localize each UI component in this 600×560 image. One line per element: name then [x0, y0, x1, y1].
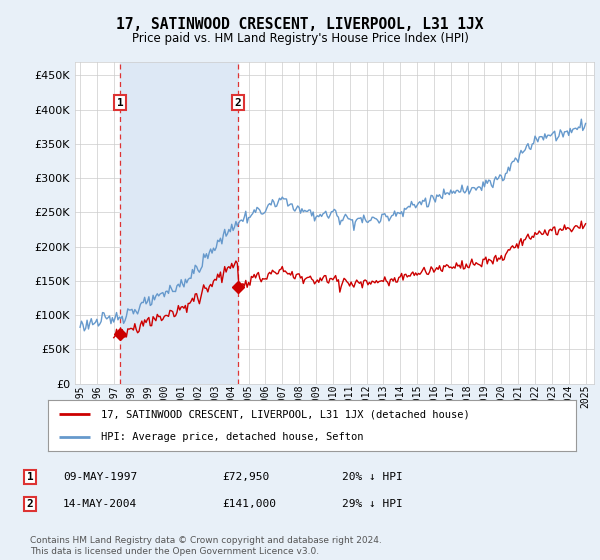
Text: 17, SATINWOOD CRESCENT, LIVERPOOL, L31 1JX: 17, SATINWOOD CRESCENT, LIVERPOOL, L31 1…	[116, 17, 484, 32]
Text: 1: 1	[116, 97, 124, 108]
Text: HPI: Average price, detached house, Sefton: HPI: Average price, detached house, Seft…	[101, 432, 364, 442]
Text: Price paid vs. HM Land Registry's House Price Index (HPI): Price paid vs. HM Land Registry's House …	[131, 32, 469, 45]
Text: 14-MAY-2004: 14-MAY-2004	[63, 499, 137, 509]
Text: £141,000: £141,000	[222, 499, 276, 509]
Text: 2: 2	[26, 499, 34, 509]
Text: £72,950: £72,950	[222, 472, 269, 482]
Bar	[120, 62, 238, 384]
Text: 29% ↓ HPI: 29% ↓ HPI	[342, 499, 403, 509]
Text: 2: 2	[235, 97, 241, 108]
Text: 20% ↓ HPI: 20% ↓ HPI	[342, 472, 403, 482]
Text: 09-MAY-1997: 09-MAY-1997	[63, 472, 137, 482]
Text: 1: 1	[26, 472, 34, 482]
Text: Contains HM Land Registry data © Crown copyright and database right 2024.
This d: Contains HM Land Registry data © Crown c…	[30, 536, 382, 556]
Text: 17, SATINWOOD CRESCENT, LIVERPOOL, L31 1JX (detached house): 17, SATINWOOD CRESCENT, LIVERPOOL, L31 1…	[101, 409, 470, 419]
